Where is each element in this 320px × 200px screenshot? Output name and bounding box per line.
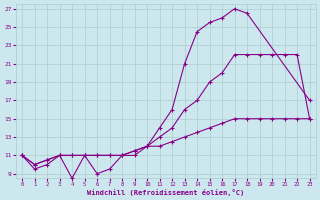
X-axis label: Windchill (Refroidissement éolien,°C): Windchill (Refroidissement éolien,°C): [87, 189, 244, 196]
